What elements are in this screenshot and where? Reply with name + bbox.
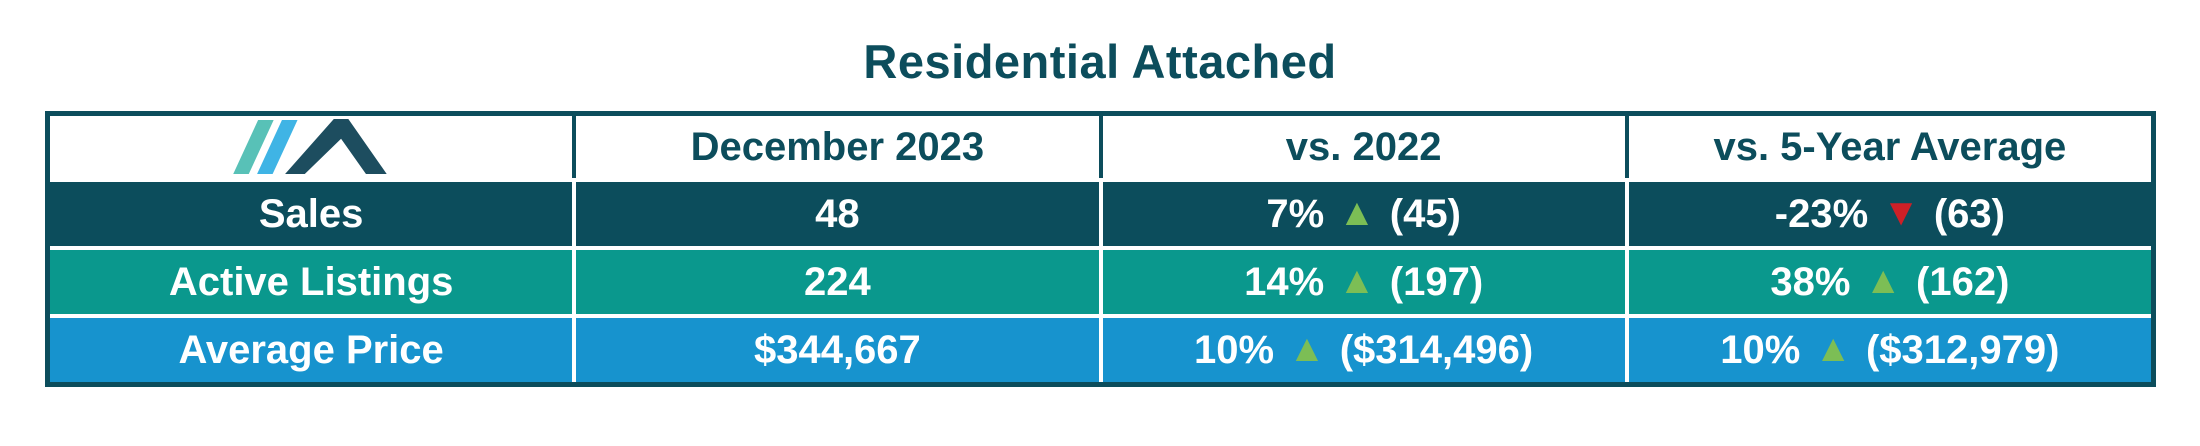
current-value: 48: [815, 191, 860, 236]
logo-peak-navy: [285, 119, 387, 174]
delta-reference: ($314,496): [1339, 327, 1534, 372]
row-label: Sales: [258, 191, 364, 236]
table-header-row: December 2023 vs. 2022 vs. 5-Year Averag…: [50, 116, 2151, 178]
delta-percent: 7%: [1266, 191, 1325, 236]
delta-percent: 38%: [1770, 259, 1851, 304]
row-label: Average Price: [178, 327, 444, 372]
column-header-label: vs. 2022: [1285, 124, 1442, 169]
delta-percent: 10%: [1194, 327, 1275, 372]
table-row-active-listings: Active Listings 224 14% ▲ (197) 38% ▲ (1…: [50, 250, 2151, 314]
delta-percent: 10%: [1720, 327, 1801, 372]
row-label-sales: Sales: [50, 182, 573, 246]
cell-sales-current: 48: [576, 182, 1099, 246]
delta-reference: (45): [1389, 191, 1461, 236]
triangle-up-icon: ▲: [1338, 192, 1376, 234]
column-header-label: December 2023: [690, 124, 985, 169]
delta-reference: ($312,979): [1865, 327, 2060, 372]
table-row-average-price: Average Price $344,667 10% ▲ ($314,496) …: [50, 318, 2151, 382]
delta-reference: (63): [1933, 191, 2005, 236]
cell-average-price-vs-5yr: 10% ▲ ($312,979): [1628, 318, 2151, 382]
column-header-label: vs. 5-Year Average: [1713, 124, 2067, 169]
column-header-vs-5-year-average: vs. 5-Year Average: [1628, 116, 2151, 178]
cell-average-price-current: $344,667: [576, 318, 1099, 382]
triangle-up-icon: ▲: [1288, 328, 1326, 370]
triangle-up-icon: ▲: [1338, 260, 1376, 302]
column-header-december-2023: December 2023: [576, 116, 1099, 178]
delta-percent: 14%: [1244, 259, 1325, 304]
cell-active-listings-vs-5yr: 38% ▲ (162): [1628, 250, 2151, 314]
column-header-vs-2022: vs. 2022: [1102, 116, 1625, 178]
delta-percent: -23%: [1774, 191, 1869, 236]
triangle-down-icon: ▼: [1882, 192, 1920, 234]
table-row-sales: Sales 48 7% ▲ (45) -23% ▼ (63): [50, 182, 2151, 246]
row-label-active-listings: Active Listings: [50, 250, 573, 314]
current-value: $344,667: [753, 327, 921, 372]
stats-table: December 2023 vs. 2022 vs. 5-Year Averag…: [45, 111, 2156, 387]
cell-average-price-vs-2022: 10% ▲ ($314,496): [1102, 318, 1625, 382]
row-label-average-price: Average Price: [50, 318, 573, 382]
logo-stripe-blue: [257, 120, 298, 174]
cell-active-listings-current: 224: [576, 250, 1099, 314]
cell-sales-vs-2022: 7% ▲ (45): [1102, 182, 1625, 246]
delta-reference: (197): [1389, 259, 1484, 304]
cell-active-listings-vs-2022: 14% ▲ (197): [1102, 250, 1625, 314]
triangle-up-icon: ▲: [1814, 328, 1852, 370]
page-title: Residential Attached: [863, 35, 1337, 88]
logo-cell: [50, 116, 573, 178]
cell-sales-vs-5yr: -23% ▼ (63): [1628, 182, 2151, 246]
mountain-peaks-logo-icon: [233, 119, 387, 174]
delta-reference: (162): [1916, 259, 2010, 304]
logo-stripe-teal: [233, 120, 274, 174]
triangle-up-icon: ▲: [1864, 260, 1903, 302]
current-value: 224: [804, 259, 871, 304]
row-label: Active Listings: [168, 259, 454, 304]
